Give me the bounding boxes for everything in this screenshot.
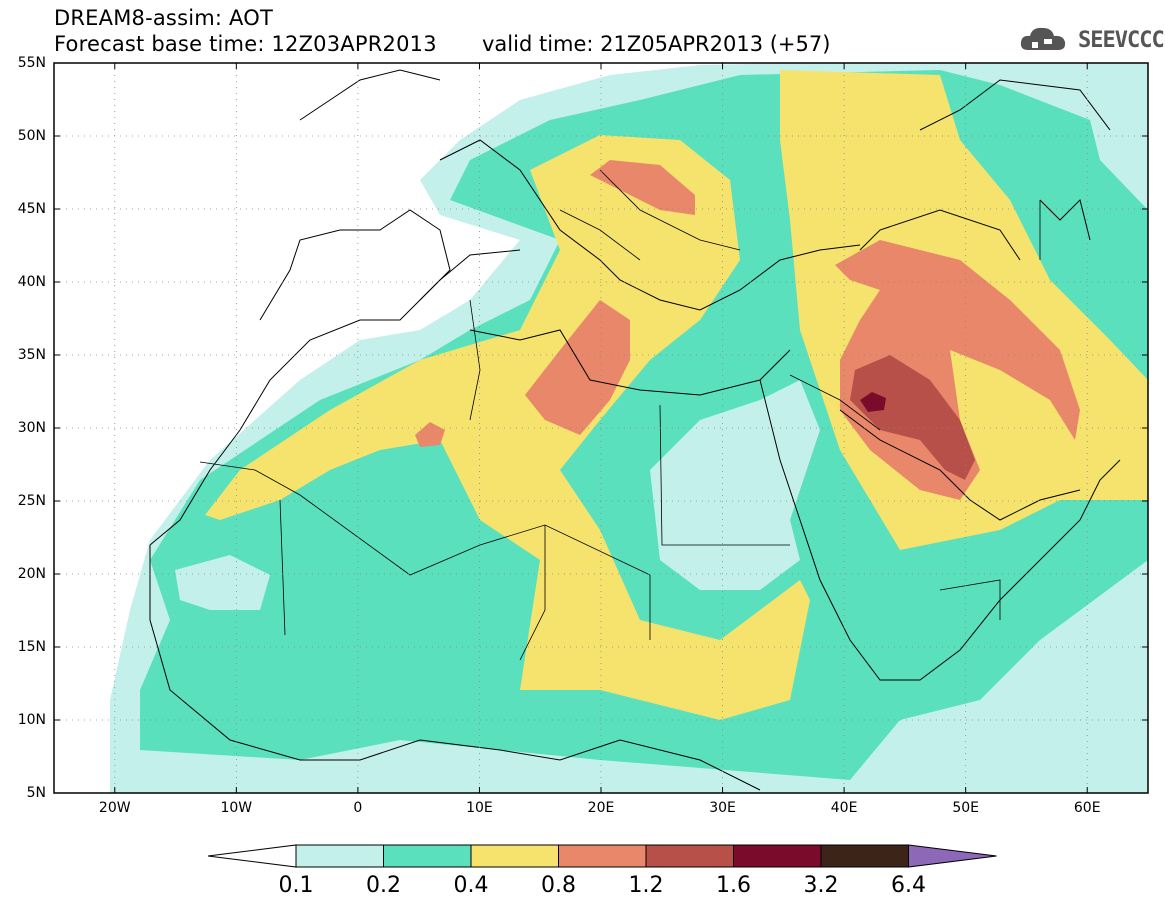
lon-label: 60E <box>1073 800 1101 816</box>
contour-0.1-west <box>175 555 270 610</box>
lat-label: 25N <box>17 493 46 509</box>
colorbar-label: 6.4 <box>891 873 926 898</box>
aot-field <box>54 63 1148 793</box>
lon-label: 10E <box>466 800 493 816</box>
lat-label: 40N <box>17 274 46 290</box>
contour-0.4 <box>205 135 810 720</box>
colorbar-arrow-high <box>908 844 997 868</box>
colorbar-label: 1.6 <box>716 873 751 898</box>
lat-label: 15N <box>17 639 46 655</box>
contour-1.6 <box>860 392 886 412</box>
lon-label: 30E <box>709 800 736 816</box>
colorbar-segment <box>820 844 909 868</box>
cloud-icon <box>1020 27 1066 50</box>
lat-label: 10N <box>17 712 46 728</box>
lat-label: 50N <box>17 128 46 144</box>
title-line-1: DREAM8-assim: AOT <box>54 6 273 30</box>
colorbar-label: 0.8 <box>541 873 576 898</box>
title-line-2: Forecast base time: 12Z03APR2013 <box>54 32 437 56</box>
contour-0.8-iraq <box>835 240 1080 500</box>
colorbar-segment <box>645 844 734 868</box>
lat-label: 20N <box>17 566 46 582</box>
lat-label: 55N <box>17 55 46 71</box>
colorbar <box>207 844 997 868</box>
colorbar-arrow-low <box>207 844 297 868</box>
colorbar-label: 0.4 <box>453 873 489 898</box>
colorbar-label: 3.2 <box>803 873 839 898</box>
valid-time: valid time: 21Z05APR2013 (+57) <box>482 32 831 56</box>
lat-label: 30N <box>17 420 46 436</box>
lon-label: 20W <box>98 800 131 816</box>
colorbar-segment <box>470 844 559 868</box>
contour-0.8-hungary <box>590 160 695 215</box>
colorbar-segment <box>383 844 472 868</box>
contour-1.2 <box>850 355 975 480</box>
coastlines <box>149 69 1121 791</box>
gridlines <box>54 63 1148 793</box>
contour-0.1-egypt <box>650 380 820 590</box>
colorbar-label: 0.2 <box>366 873 401 898</box>
lon-label: 0 <box>353 800 363 816</box>
lat-label: 35N <box>17 347 46 363</box>
lat-label: 5N <box>26 785 46 801</box>
colorbar-label: 0.1 <box>278 873 314 898</box>
colorbar-segment <box>558 844 647 868</box>
colorbar-label: 1.2 <box>628 873 664 898</box>
lat-label: 45N <box>17 201 46 217</box>
axis-ticks <box>54 62 1148 794</box>
colorbar-segment <box>733 844 822 868</box>
lon-label: 40E <box>830 800 858 816</box>
lon-label: 10W <box>220 800 253 816</box>
seevccc-logo: SEEVCCC <box>1018 22 1165 58</box>
logo-text: SEEVCCC <box>1078 28 1165 53</box>
lon-label: 50E <box>952 800 979 816</box>
borders <box>199 169 1041 661</box>
contour-0.8-greece <box>525 300 630 435</box>
colorbar-segment <box>295 844 384 868</box>
contour-0.8-algeria <box>415 422 445 447</box>
lon-label: 20E <box>587 800 615 816</box>
